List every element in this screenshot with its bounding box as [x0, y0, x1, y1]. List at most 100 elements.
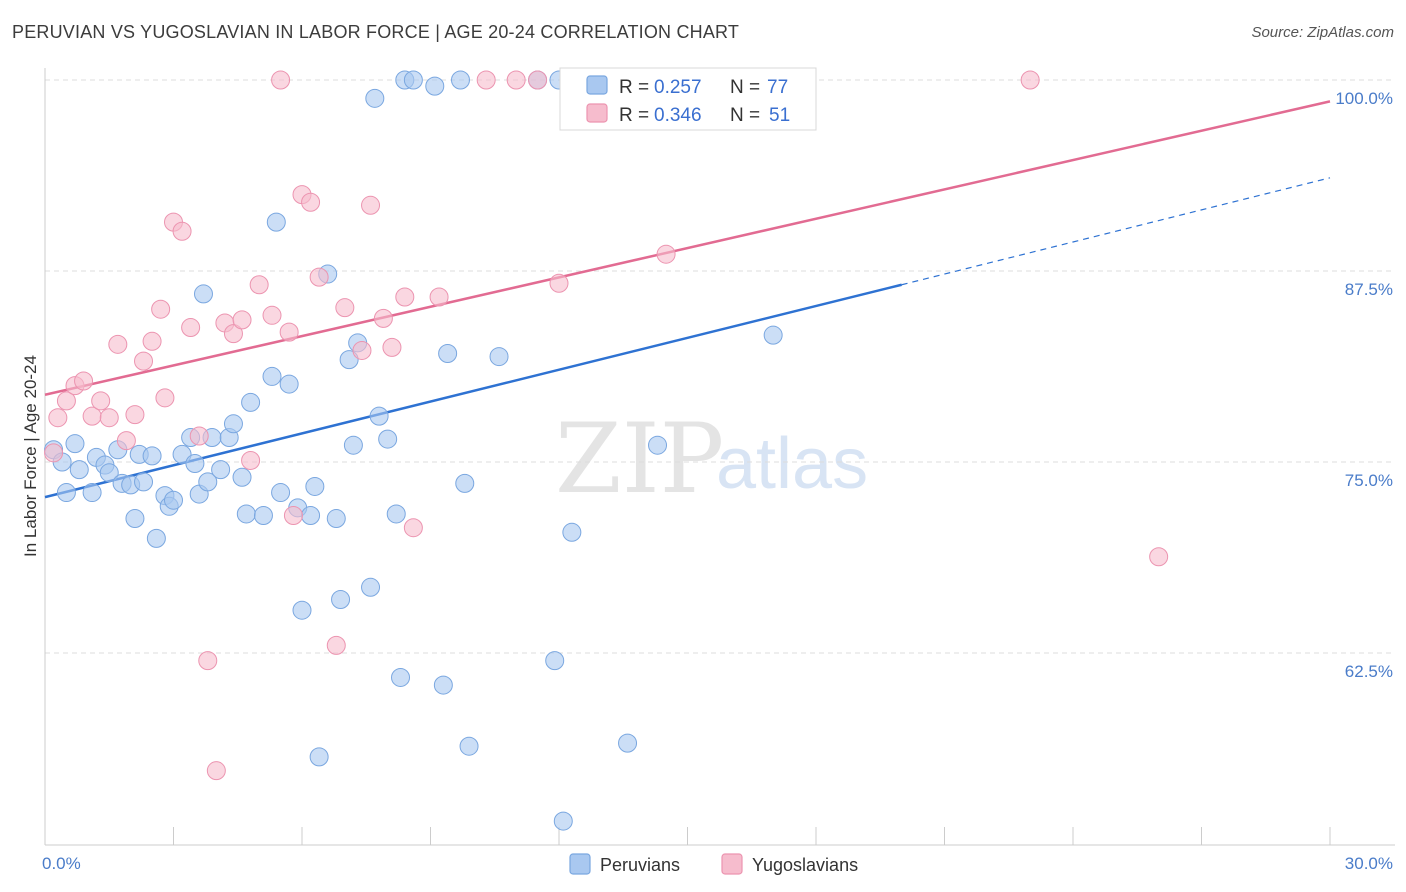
- peruvian-point: [223, 414, 243, 434]
- peruvian-point: [146, 528, 166, 548]
- peruvian-point: [343, 435, 363, 455]
- peruvian-point: [292, 600, 312, 620]
- y-tick-label: 75.0%: [1345, 471, 1393, 490]
- yugoslavian-point: [155, 388, 175, 408]
- yugoslavian-point: [48, 408, 68, 428]
- data-points: [44, 70, 1169, 831]
- legend-r-label-yugoslavians: R =: [619, 105, 649, 126]
- legend-r-label-peruvians: R =: [619, 77, 649, 98]
- yugoslavian-point: [125, 405, 145, 425]
- y-tick-label: 87.5%: [1345, 280, 1393, 299]
- yugoslavian-point: [91, 391, 111, 411]
- series-legend: Peruvians Yugoslavians: [569, 853, 858, 875]
- yugoslavian-point: [403, 518, 423, 538]
- yugoslavian-point: [142, 331, 162, 351]
- yugoslavian-point: [283, 505, 303, 525]
- peruvian-point: [279, 374, 299, 394]
- yugoslavian-point: [262, 305, 282, 325]
- peruvian-point: [459, 736, 479, 756]
- yugoslavian-point: [429, 287, 449, 307]
- series-legend-swatch-peruvians: [569, 853, 591, 875]
- yugoslavian-point: [382, 337, 402, 357]
- yugoslavian-point: [99, 408, 119, 428]
- watermark-atlas: atlas: [716, 424, 868, 504]
- yugoslavian-point: [361, 195, 381, 215]
- legend-r-value-yugoslavians: 0.346: [654, 105, 702, 126]
- peruvian-point: [438, 344, 458, 364]
- yugoslavian-point: [151, 299, 171, 319]
- legend-swatch-yugoslavians: [586, 103, 608, 123]
- yugoslavian-point: [656, 244, 676, 264]
- peruvian-point: [305, 476, 325, 496]
- yugoslavian-point: [74, 371, 94, 391]
- yugoslavian-point: [352, 340, 372, 360]
- peruvian-point: [142, 446, 162, 466]
- peruvian-point: [403, 70, 423, 90]
- peruvian-point: [386, 504, 406, 524]
- legend-r-value-peruvians: 0.257: [654, 77, 702, 98]
- peruvian-point: [433, 675, 453, 695]
- yugoslavian-point: [1149, 547, 1169, 567]
- series-legend-label-peruvians: Peruvians: [600, 855, 680, 875]
- peruvian-point: [134, 472, 154, 492]
- series-legend-swatch-yugoslavians: [721, 853, 743, 875]
- x-tick-label-min: 0.0%: [42, 854, 81, 873]
- peruvian-point: [99, 463, 119, 483]
- y-tick-label: 100.0%: [1335, 89, 1393, 108]
- yugoslavian-point: [56, 391, 76, 411]
- peruvian-point: [198, 472, 218, 492]
- yugoslavian-point: [172, 221, 192, 241]
- peruvian-point: [65, 434, 85, 454]
- peruvian-point: [553, 811, 573, 831]
- yugoslavian-point: [223, 324, 243, 344]
- watermark-zip: ZIP: [555, 403, 724, 515]
- yugoslavian-point: [309, 267, 329, 287]
- legend-n-value-peruvians: 77: [767, 77, 788, 98]
- peruvian-point: [369, 406, 389, 426]
- peruvian-point: [365, 88, 385, 108]
- series-legend-label-yugoslavians: Yugoslavians: [752, 855, 858, 875]
- peruvian-point: [253, 505, 273, 525]
- yugoslavian-point: [528, 70, 548, 90]
- chart-source: Source: ZipAtlas.com: [1251, 24, 1394, 41]
- yugoslavian-point: [232, 310, 252, 330]
- peruvian-point: [172, 444, 192, 464]
- peruvian-point: [545, 651, 565, 671]
- peruvian-point: [489, 347, 509, 367]
- peruvians-trend-extension: [901, 177, 1331, 286]
- yugoslavian-point: [301, 192, 321, 212]
- peruvian-point: [82, 483, 102, 503]
- peruvian-point: [164, 490, 183, 510]
- yugoslavian-point: [506, 70, 526, 90]
- yugoslavian-point: [116, 431, 136, 451]
- tick-labels: 62.5% 75.0% 87.5% 100.0% 0.0% 30.0%: [42, 89, 1393, 873]
- peruvian-point: [339, 350, 359, 370]
- legend-n-value-yugoslavians: 51: [769, 105, 790, 126]
- yugoslavian-point: [206, 761, 226, 781]
- yugoslavian-point: [1020, 70, 1040, 90]
- peruvian-point: [236, 504, 256, 524]
- y-tick-label: 62.5%: [1345, 662, 1393, 681]
- peruvian-point: [763, 325, 783, 345]
- peruvian-point: [562, 522, 582, 542]
- peruvian-point: [241, 392, 261, 412]
- yugoslavian-point: [395, 287, 415, 307]
- peruvian-point: [326, 509, 346, 529]
- chart-title: PERUVIAN VS YUGOSLAVIAN IN LABOR FORCE |…: [12, 22, 740, 42]
- peruvian-point: [361, 577, 381, 597]
- legend-n-label-peruvians: N =: [730, 77, 760, 98]
- peruvian-point: [301, 505, 321, 525]
- peruvian-point: [450, 70, 470, 90]
- peruvian-point: [232, 467, 252, 487]
- watermark: ZIP atlas: [555, 403, 868, 515]
- y-axis-title: In Labor Force | Age 20-24: [21, 355, 40, 557]
- peruvian-point: [69, 460, 89, 480]
- yugoslavian-point: [373, 308, 393, 328]
- peruvian-point: [125, 509, 145, 529]
- peruvian-point: [185, 454, 205, 474]
- peruvian-point: [271, 483, 291, 503]
- peruvian-point: [391, 667, 411, 687]
- peruvian-point: [262, 366, 282, 386]
- yugoslavian-point: [249, 275, 269, 295]
